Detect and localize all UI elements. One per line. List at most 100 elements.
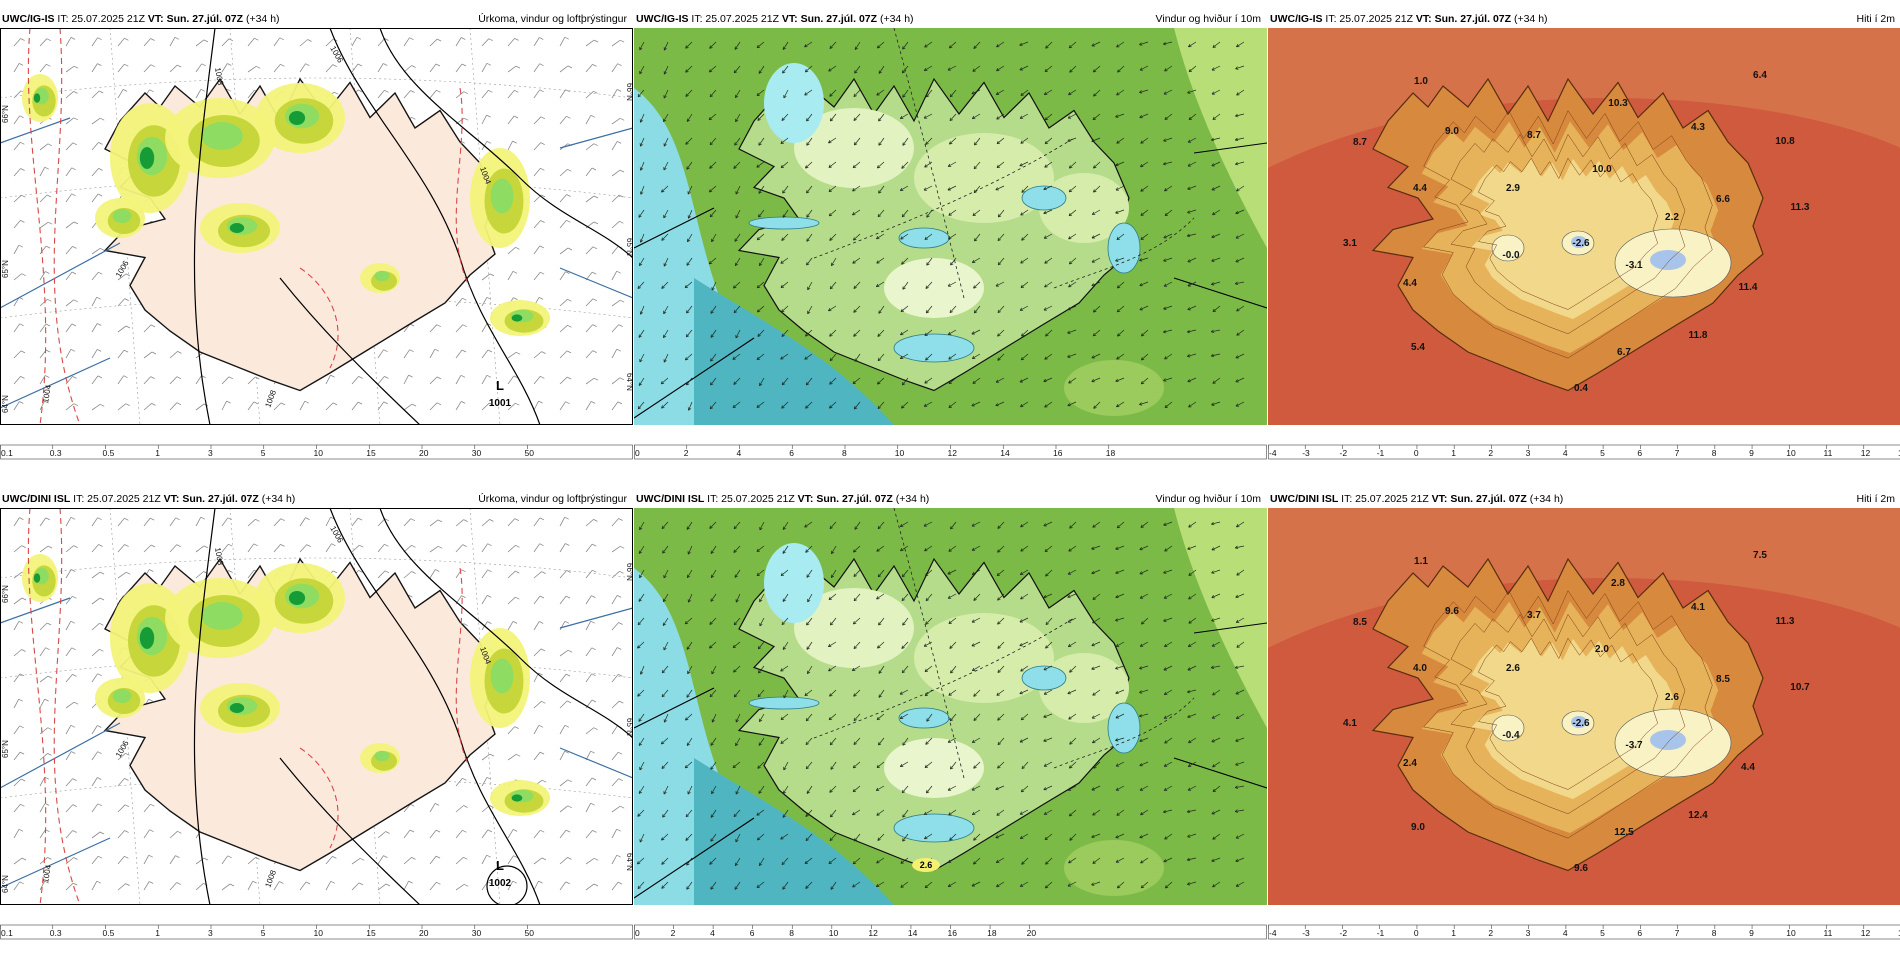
temp-value: 2.8 [1611, 578, 1625, 589]
colorbar-label: 3 [1526, 928, 1531, 938]
moderate-wind-se [1064, 360, 1164, 416]
forecast-info: UWC/DINI ISL IT: 25.07.2025 21Z VT: Sun.… [1270, 490, 1563, 508]
temp-value: 2.2 [1665, 212, 1679, 223]
temp-value: 9.0 [1445, 126, 1459, 137]
temp-value: 11.8 [1689, 330, 1708, 341]
panel-header: UWC/DINI ISL IT: 25.07.2025 21Z VT: Sun.… [0, 490, 633, 508]
temp-value: -2.6 [1572, 718, 1590, 729]
colorbar-label: 11 [1824, 448, 1833, 458]
panel-p6-temp: UWC/DINI ISL IT: 25.07.2025 21Z VT: Sun.… [1268, 490, 1900, 956]
valid-time: Sun. 27.júl. 07Z [1450, 493, 1526, 505]
temp-value: 2.6 [1506, 663, 1520, 674]
lat-label: 64°N [1, 395, 10, 413]
low-pressure-value: 1002 [489, 878, 512, 889]
temp-value: -2.6 [1572, 238, 1590, 249]
lat-label: 65°N [625, 238, 633, 256]
fjord-gusts [764, 543, 824, 623]
panel-header: UWC/DINI ISL IT: 25.07.2025 21Z VT: Sun.… [1268, 490, 1900, 508]
colorbar-label: 0 [635, 928, 640, 938]
lat-label: 66°N [625, 563, 633, 581]
lead-time: (+34 h) [1530, 493, 1564, 505]
colorbar-label: 16 [948, 928, 958, 938]
temp-value: 9.6 [1574, 863, 1588, 874]
temp-value: 10.7 [1790, 682, 1810, 693]
panel-header: UWC/DINI ISL IT: 25.07.2025 21Z VT: Sun.… [634, 490, 1267, 508]
low-pressure-letter: L [496, 858, 504, 873]
temp-value: 9.6 [1445, 606, 1459, 617]
panel-p4-precip: UWC/DINI ISL IT: 25.07.2025 21Z VT: Sun.… [0, 490, 633, 956]
colorbar-label: 12 [868, 928, 878, 938]
lead-time: (+34 h) [1514, 13, 1548, 25]
colorbar-label: 7 [1675, 928, 1680, 938]
lead-time: (+34 h) [880, 13, 914, 25]
init-time: IT: 25.07.2025 21Z [1325, 13, 1413, 25]
colorbar-label: 30 [472, 448, 482, 458]
colorbar-label: 0.1 [1, 928, 13, 938]
colorbar-label: -1 [1377, 448, 1385, 458]
temp-value: 9.0 [1411, 822, 1425, 833]
lat-label: 64°N [625, 373, 633, 391]
init-time: IT: 25.07.2025 21Z [1341, 493, 1429, 505]
colorbar-label: 4 [1563, 928, 1568, 938]
colorbar-label: 30 [472, 928, 482, 938]
forecast-map: 66°N66°N65°N65°N64°N64°N1008100610041004… [0, 28, 633, 425]
temp-value: 4.0 [1413, 663, 1427, 674]
forecast-info: UWC/IG-IS IT: 25.07.2025 21Z VT: Sun. 27… [1270, 10, 1548, 28]
colorbar-label: 0 [635, 448, 640, 458]
temp-value: 8.5 [1716, 674, 1730, 685]
panel-header: UWC/IG-IS IT: 25.07.2025 21Z VT: Sun. 27… [634, 10, 1267, 28]
temp-value: 10.0 [1592, 164, 1612, 175]
model-name: UWC/DINI ISL [1270, 493, 1338, 505]
colorbar-label: 3 [208, 928, 213, 938]
colorbar-label: 0 [1414, 448, 1419, 458]
colorbar-label: 50 [525, 448, 535, 458]
valid-time-label: VT: [148, 13, 164, 25]
colorbar-label: 2 [671, 928, 676, 938]
colorbar-label: 8 [789, 928, 794, 938]
lat-label: 66°N [1, 585, 10, 603]
temp-value: 6.6 [1716, 194, 1730, 205]
lat-label: 64°N [1, 875, 10, 893]
colorbar-label: 3 [208, 448, 213, 458]
panel-title: Hiti í 2m [1856, 10, 1895, 28]
colorbar-label: 1 [1451, 448, 1456, 458]
colorbar-label: 20 [419, 928, 429, 938]
lat-label: 65°N [625, 718, 633, 736]
colorbar-label: 6 [1637, 448, 1642, 458]
forecast-info: UWC/IG-IS IT: 25.07.2025 21Z VT: Sun. 27… [636, 10, 914, 28]
temp-value: 4.4 [1403, 278, 1417, 289]
colorbar-label: 8 [1712, 448, 1717, 458]
temp-value: 1.1 [1414, 556, 1428, 567]
colorbar-label: 0.1 [1, 448, 13, 458]
forecast-map: 66°N66°N65°N65°N64°N64°N1008100610041004… [0, 508, 633, 905]
temp-value: 0.4 [1574, 383, 1588, 394]
valid-time-label: VT: [1432, 493, 1448, 505]
colorbar-label: -2 [1340, 928, 1348, 938]
colorbar-label: -2 [1340, 448, 1348, 458]
init-time: IT: 25.07.2025 21Z [691, 13, 779, 25]
colorbar-label: 0.3 [50, 928, 62, 938]
colorbar-frame [1269, 925, 1900, 939]
temp-value: -3.7 [1625, 740, 1643, 751]
temp-value: 2.6 [1665, 692, 1679, 703]
colorbar-label: -3 [1302, 448, 1310, 458]
colorbar-label: -3 [1302, 928, 1310, 938]
colorbar-label: 10 [314, 448, 324, 458]
valid-time: Sun. 27.júl. 07Z [182, 493, 258, 505]
temp-value: 2.0 [1595, 644, 1609, 655]
forecast-map: 2.6 [634, 508, 1267, 905]
panel-p1-precip: UWC/IG-IS IT: 25.07.2025 21Z VT: Sun. 27… [0, 10, 633, 476]
colorbar-label: 0 [1414, 928, 1419, 938]
colorbar-label: 12 [1861, 448, 1871, 458]
lat-label: 66°N [625, 83, 633, 101]
lead-time: (+34 h) [246, 13, 280, 25]
colorbar-label: 12 [948, 448, 958, 458]
temp-value: 8.7 [1353, 137, 1367, 148]
forecast-info: UWC/IG-IS IT: 25.07.2025 21Z VT: Sun. 27… [2, 10, 280, 28]
lead-time: (+34 h) [262, 493, 296, 505]
temp-value: 2.4 [1403, 758, 1417, 769]
colorbar-label: 5 [261, 448, 266, 458]
temp-value: 8.5 [1353, 617, 1367, 628]
temp-value: 7.5 [1753, 550, 1767, 561]
low-pressure-value: 1001 [489, 398, 512, 409]
